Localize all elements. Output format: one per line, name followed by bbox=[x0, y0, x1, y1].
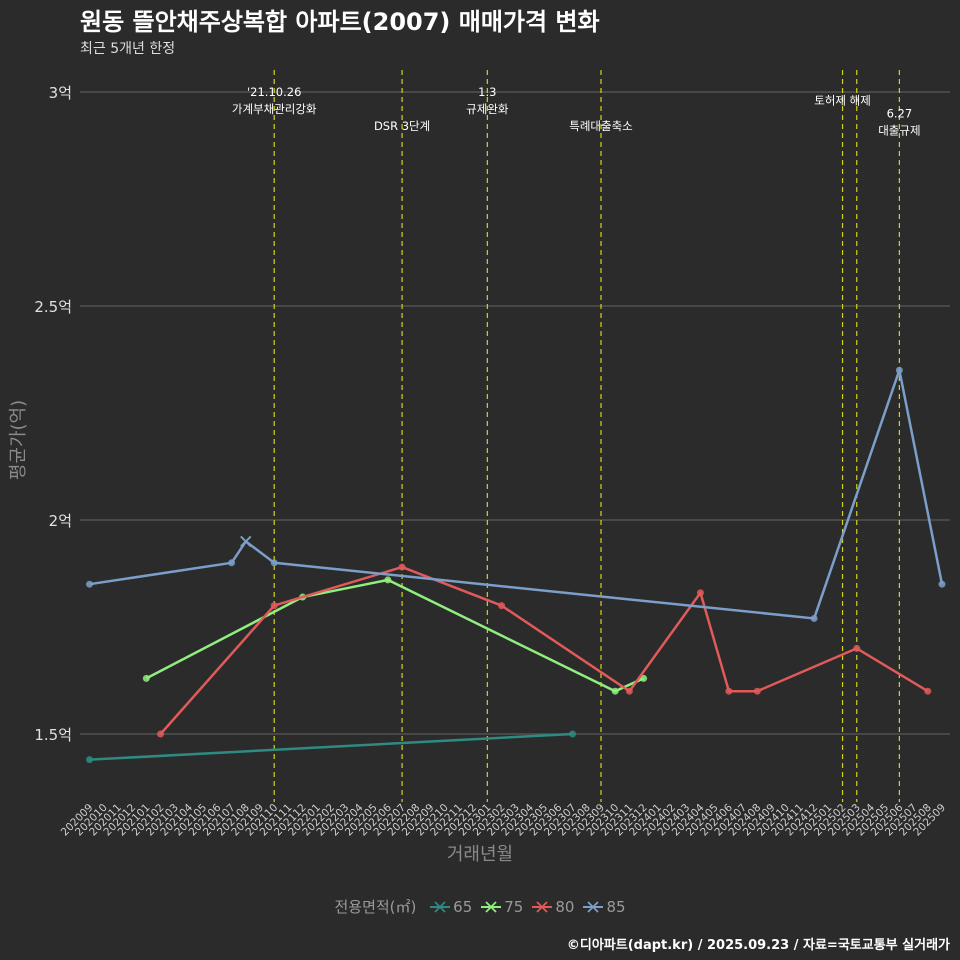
data-point-85 bbox=[270, 559, 278, 567]
event-label: 대출규제 bbox=[878, 123, 920, 137]
data-point-75 bbox=[640, 674, 648, 682]
y-tick-label: 2억 bbox=[49, 512, 72, 530]
legend-label: 75 bbox=[504, 897, 524, 916]
legend-label: 65 bbox=[453, 897, 473, 916]
data-point-80 bbox=[725, 687, 733, 695]
series-line-80 bbox=[159, 565, 929, 735]
data-point-85 bbox=[228, 559, 236, 567]
y-tick-label: 2.5억 bbox=[34, 298, 72, 316]
cross-stroke bbox=[240, 535, 252, 548]
legend-item-80: 80 bbox=[531, 897, 574, 916]
legend-key bbox=[582, 898, 604, 916]
data-point-65 bbox=[86, 756, 93, 764]
legend-item-85: 85 bbox=[582, 897, 626, 916]
data-point-80 bbox=[398, 563, 406, 571]
event-label: 1.3 bbox=[478, 85, 496, 99]
series-line-65 bbox=[89, 732, 573, 761]
data-point-85 bbox=[86, 580, 93, 588]
legend-key bbox=[531, 898, 553, 916]
event-label: 가계부채관리강화 bbox=[232, 102, 317, 116]
data-point-85 bbox=[938, 580, 946, 588]
legend-item-65: 65 bbox=[429, 897, 472, 916]
legend: 전용면적(㎡) 65 75 80 85 bbox=[0, 896, 960, 917]
chart-title: 원동 뜰안채주상복합 아파트(2007) 매매가격 변화 bbox=[80, 8, 600, 36]
data-point-80 bbox=[853, 644, 861, 652]
legend-key bbox=[480, 898, 502, 916]
data-point-65 bbox=[569, 730, 577, 738]
event-label: DSR 3단계 bbox=[374, 119, 430, 133]
event-label: 특례대출축소 bbox=[569, 119, 632, 133]
data-point-75 bbox=[611, 687, 619, 695]
data-point-75 bbox=[384, 576, 392, 584]
data-point-85 bbox=[810, 614, 818, 622]
data-point-85 bbox=[895, 366, 903, 374]
legend-label: 80 bbox=[555, 897, 575, 916]
event-label: 토허제 해제 bbox=[814, 94, 871, 108]
cross-marker-85 bbox=[240, 535, 252, 548]
event-label: 6.27 bbox=[887, 106, 913, 120]
series-line-75 bbox=[145, 578, 645, 693]
data-point-80 bbox=[696, 589, 704, 597]
data-point-80 bbox=[157, 730, 165, 738]
event-label: '21.10.26 bbox=[247, 85, 301, 99]
chart-subtitle: 최근 5개년 한정 bbox=[80, 41, 176, 57]
data-point-80 bbox=[498, 602, 506, 610]
legend-title: 전용면적(㎡) bbox=[334, 898, 417, 916]
event-label: 규제완화 bbox=[466, 102, 509, 116]
legend-key bbox=[429, 898, 451, 916]
y-tick-label: 1.5억 bbox=[34, 726, 72, 744]
data-point-80 bbox=[270, 602, 278, 610]
data-point-80 bbox=[625, 687, 633, 695]
x-axis-label: 거래년월 bbox=[446, 844, 514, 865]
legend-label: 85 bbox=[606, 897, 626, 916]
series-line-85 bbox=[89, 368, 944, 620]
data-point-80 bbox=[924, 687, 932, 695]
y-tick-label: 3억 bbox=[49, 84, 72, 102]
data-point-75 bbox=[142, 674, 150, 682]
legend-item-75: 75 bbox=[480, 897, 523, 916]
source-caption: ©디아파트(dapt.kr) / 2025.09.23 / 자료=국토교통부 실… bbox=[566, 938, 950, 953]
data-point-80 bbox=[753, 687, 761, 695]
